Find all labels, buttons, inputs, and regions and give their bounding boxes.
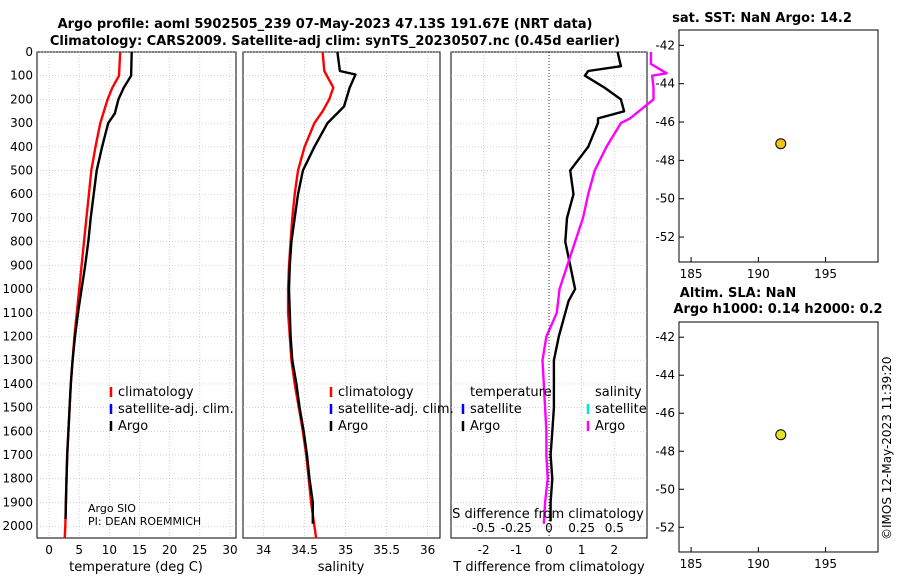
x-tick-label: -2: [478, 543, 490, 557]
x-tick-label: 1: [578, 543, 586, 557]
x-tick-label: 35.5: [373, 543, 400, 557]
depth-tick-label: 2000: [2, 519, 33, 533]
salinity-difference-line: [541, 52, 668, 524]
diff-legend-sal-satellite: satellite: [595, 402, 647, 417]
salinity-diff-tick-label: -0.5: [472, 521, 495, 535]
x-tick-label: 20: [162, 543, 177, 557]
difference-panel: -2 -1 0 1 2 -0.5 -0.25 0 0.25 0.5: [450, 51, 668, 557]
depth-tick-label: 500: [10, 164, 33, 178]
depth-tick-label: 1700: [2, 448, 33, 462]
salinity-diff-tick-label: 0.25: [568, 521, 595, 535]
depth-tick-label: 1000: [2, 282, 33, 296]
depth-tick-label: 1400: [2, 377, 33, 391]
diff-legend-sal-argo: Argo: [595, 419, 625, 434]
depth-tick-label: 700: [10, 211, 33, 225]
depth-tick-label: 1100: [2, 306, 33, 320]
sal-legend-climatology: climatology: [338, 385, 414, 400]
plot-frame: [36, 51, 237, 539]
lat-tick-label: -50: [655, 192, 675, 206]
depth-tick-label: 600: [10, 187, 33, 201]
x-tick-label: 35: [338, 543, 353, 557]
depth-tick-label: 800: [10, 235, 33, 249]
temp-legend-climatology: climatology: [118, 385, 194, 400]
lon-tick-label: 190: [747, 557, 770, 571]
sla-map-title-line2: Argo h1000: 0.14 h2000: 0.2: [673, 302, 882, 317]
depth-tick-label: 300: [10, 116, 33, 130]
x-tick-label: 2: [611, 543, 619, 557]
depth-tick-label: 1500: [2, 401, 33, 415]
depth-tick-label: 200: [10, 92, 33, 106]
x-tick-label: 34: [256, 543, 271, 557]
diff-legend-temp-argo: Argo: [470, 419, 500, 434]
lon-tick-label: 185: [680, 267, 703, 281]
plot-frame: [242, 51, 441, 539]
x-tick-label: 36: [420, 543, 435, 557]
float-position-marker: [775, 429, 787, 441]
argo-pi-note: PI: DEAN ROEMMICH: [88, 515, 201, 528]
difference-xlabel: T difference from climatology: [452, 560, 645, 575]
salinity-diff-tick-label: -0.25: [501, 521, 532, 535]
sst-map-title: sat. SST: NaN Argo: 14.2: [672, 11, 852, 26]
argo-profile-line: [287, 51, 357, 524]
lon-tick-label: 195: [814, 557, 837, 571]
lat-tick-label: -46: [655, 406, 675, 420]
sla-map-panel: -42 -44 -46 -48 -50 -52 185 190 195: [655, 321, 879, 571]
depth-tick-label: 1200: [2, 329, 33, 343]
argo-profile-line: [64, 51, 133, 520]
lon-tick-label: 185: [680, 557, 703, 571]
x-tick-label: 5: [75, 543, 83, 557]
difference-top-xlabel: S difference from climatology: [452, 507, 644, 522]
sal-legend-satellite: satellite-adj. clim.: [338, 402, 454, 417]
lon-tick-label: 195: [814, 267, 837, 281]
temperature-panel: 0100200300400500600700800900100011001200…: [2, 45, 237, 557]
lat-tick-label: -48: [655, 153, 675, 167]
depth-tick-label: 0: [25, 45, 33, 59]
lat-tick-label: -42: [655, 330, 675, 344]
lat-tick-label: -48: [655, 444, 675, 458]
temperature-xlabel: temperature (deg C): [69, 560, 203, 575]
x-tick-label: 30: [222, 543, 237, 557]
depth-tick-label: 1900: [2, 495, 33, 509]
x-tick-label: 0: [45, 543, 53, 557]
diff-legend-temp-satellite: satellite: [470, 402, 522, 417]
figure-title-line1: Argo profile: aoml 5902505_239 07-May-20…: [58, 17, 593, 32]
salinity-diff-tick-label: 0.5: [605, 521, 624, 535]
temperature-difference-line: [549, 51, 626, 522]
lat-tick-label: -42: [655, 38, 675, 52]
depth-tick-label: 1800: [2, 472, 33, 486]
salinity-xlabel: salinity: [318, 560, 365, 575]
x-tick-label: -1: [510, 543, 522, 557]
figure-title-line2: Climatology: CARS2009. Satellite-adj cli…: [50, 34, 620, 49]
lat-tick-label: -44: [655, 77, 675, 91]
float-position-marker: [775, 138, 787, 150]
sst-map-panel: -42 -44 -46 -48 -50 -52 185 190 195: [655, 29, 879, 281]
depth-tick-label: 1600: [2, 424, 33, 438]
imos-timestamp: ©IMOS 12-May-2023 11:39:20: [880, 356, 894, 540]
x-tick-label: 15: [132, 543, 147, 557]
lat-tick-label: -46: [655, 115, 675, 129]
lat-tick-label: -52: [655, 520, 675, 534]
lat-tick-label: -52: [655, 230, 675, 244]
sal-legend-argo: Argo: [338, 419, 368, 434]
lon-tick-label: 190: [747, 267, 770, 281]
x-tick-label: 25: [192, 543, 207, 557]
x-tick-label: 34.5: [291, 543, 318, 557]
argo-institution-note: Argo SIO: [88, 502, 136, 515]
depth-tick-label: 1300: [2, 353, 33, 367]
diff-legend-salinity-title: salinity: [595, 385, 642, 400]
depth-tick-label: 900: [10, 258, 33, 272]
temp-legend-argo: Argo: [118, 419, 148, 434]
salinity-panel: 34 34.5 35 35.5 36: [242, 51, 441, 557]
lat-tick-label: -44: [655, 368, 675, 382]
lat-tick-label: -50: [655, 482, 675, 496]
depth-tick-label: 100: [10, 69, 33, 83]
diff-legend-temperature-title: temperature: [470, 385, 552, 400]
x-tick-label: 0: [545, 543, 553, 557]
temp-legend-satellite: satellite-adj. clim.: [118, 402, 234, 417]
sla-map-title-line1: Altim. SLA: NaN: [680, 286, 796, 301]
depth-tick-label: 400: [10, 140, 33, 154]
x-tick-label: 10: [102, 543, 117, 557]
salinity-diff-tick-label: 0: [545, 521, 553, 535]
